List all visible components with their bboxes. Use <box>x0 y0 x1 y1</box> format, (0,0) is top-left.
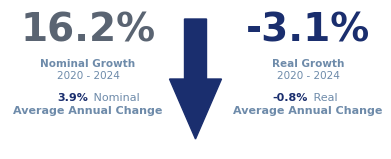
Text: Nominal Growth: Nominal Growth <box>40 59 136 69</box>
Text: Real Growth: Real Growth <box>272 59 344 69</box>
Text: 2020 - 2024: 2020 - 2024 <box>57 71 119 81</box>
Text: 3.9%: 3.9% <box>57 93 88 103</box>
Text: -3.1%: -3.1% <box>246 11 370 49</box>
Text: Average Annual Change: Average Annual Change <box>13 106 163 116</box>
Text: 2020 - 2024: 2020 - 2024 <box>276 71 339 81</box>
Text: Real: Real <box>310 93 337 103</box>
Text: Nominal: Nominal <box>90 93 140 103</box>
Polygon shape <box>170 19 221 139</box>
Text: -0.8%: -0.8% <box>273 93 308 103</box>
Text: 16.2%: 16.2% <box>20 11 156 49</box>
Text: Average Annual Change: Average Annual Change <box>233 106 383 116</box>
